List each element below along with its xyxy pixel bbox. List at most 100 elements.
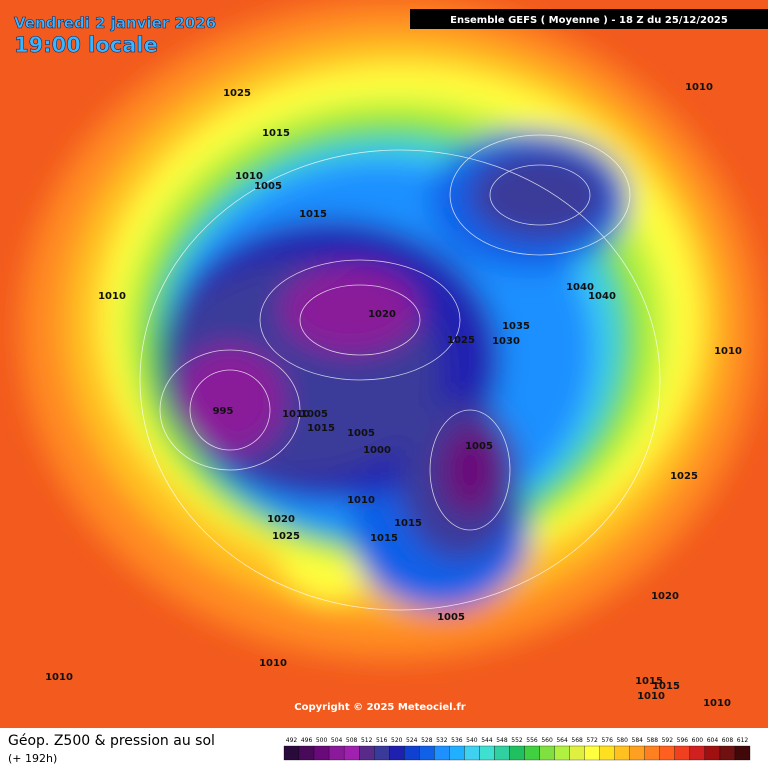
scale-swatch xyxy=(644,745,660,761)
scale-swatch xyxy=(629,745,645,761)
isobar-label: 1040 xyxy=(566,282,594,293)
scale-label: 504 xyxy=(331,737,343,744)
scale-label: 608 xyxy=(722,737,734,744)
scale-label: 536 xyxy=(451,737,463,744)
scale-swatch xyxy=(524,745,540,761)
scale-swatch xyxy=(554,745,570,761)
scale-label: 600 xyxy=(692,737,704,744)
scale-label: 592 xyxy=(662,737,674,744)
scale-swatch xyxy=(449,745,465,761)
color-scale: 492 496 500 504 508 512 516 520 524 528 532 536 540 5… xyxy=(283,737,751,761)
scale-label: 540 xyxy=(466,737,478,744)
isobar-label: 1030 xyxy=(492,336,520,347)
scale-swatch xyxy=(674,745,691,761)
isobar-label: 1025 xyxy=(272,531,300,542)
scale-label: 520 xyxy=(391,737,403,744)
isobar-label: 1010 xyxy=(685,82,713,93)
scale-swatch xyxy=(389,745,405,761)
scale-swatch xyxy=(599,745,615,761)
isobar-label: 1015 xyxy=(394,518,422,529)
isobar-label: 1010 xyxy=(282,409,310,420)
scale-label: 552 xyxy=(511,737,523,744)
scale-label: 556 xyxy=(526,737,538,744)
scale-label: 580 xyxy=(616,737,628,744)
isobar-label: 1010 xyxy=(637,691,665,702)
isobar-label: 1005 xyxy=(300,409,328,420)
scale-swatch xyxy=(689,745,706,761)
isobar-label: 1020 xyxy=(651,591,679,602)
date: Vendredi 2 janvier 2026 xyxy=(14,14,216,32)
model-header-box xyxy=(410,9,768,29)
scale-label: 564 xyxy=(556,737,568,744)
isobar-label: 1015 xyxy=(370,533,398,544)
isobar-label: 1025 xyxy=(447,335,475,346)
footer-title: Géop. Z500 & pression au sol xyxy=(8,733,215,749)
scale-label: 524 xyxy=(406,737,418,744)
scale-swatch xyxy=(419,745,435,761)
isobar-label: 1010 xyxy=(703,698,731,709)
scale-swatch xyxy=(374,745,390,761)
isobar-label: 1015 xyxy=(652,681,680,692)
scale-label: 612 xyxy=(737,737,749,744)
scale-swatch xyxy=(298,745,315,761)
scale-label: 596 xyxy=(677,737,689,744)
scale-swatch xyxy=(704,745,721,761)
isobar-label: 1005 xyxy=(437,612,465,623)
scale-swatch xyxy=(359,745,375,761)
scale-swatch xyxy=(313,745,330,761)
scale-swatch xyxy=(479,745,495,761)
isobar-label: 1015 xyxy=(299,209,327,220)
scale-label: 576 xyxy=(601,737,613,744)
scale-label: 492 xyxy=(286,737,298,744)
isobar-label: 1010 xyxy=(347,495,375,506)
isobar-label: 1010 xyxy=(235,171,263,182)
scale-label: 548 xyxy=(496,737,508,744)
isobar-label: 1035 xyxy=(502,321,530,332)
isobar-label: 1025 xyxy=(670,471,698,482)
scale-label: 508 xyxy=(346,737,358,744)
isobar-label: 1000 xyxy=(363,445,391,456)
isobar-label: 1015 xyxy=(307,423,335,434)
scale-label: 516 xyxy=(376,737,388,744)
isobar-label: 1005 xyxy=(254,181,282,192)
isobar-label: 1040 xyxy=(588,291,616,302)
isobar-label: 1015 xyxy=(262,128,290,139)
isobar-label: 1020 xyxy=(368,309,396,320)
isobar-label: 1010 xyxy=(98,291,126,302)
copyright: Copyright © 2025 Meteociel.fr xyxy=(294,702,465,713)
scale-swatch xyxy=(659,745,675,761)
scale-label: 500 xyxy=(316,737,328,744)
scale-label: 512 xyxy=(361,737,373,744)
isobar-label: 1010 xyxy=(45,672,73,683)
scale-label: 544 xyxy=(481,737,493,744)
scale-swatch xyxy=(404,745,420,761)
scale-swatch xyxy=(494,745,510,761)
scale-swatch xyxy=(328,745,345,761)
scale-swatch xyxy=(509,745,525,761)
scale-swatch xyxy=(614,745,630,761)
scale-swatch xyxy=(283,745,300,761)
isobar-label: 1015 xyxy=(635,676,663,687)
scale-label: 588 xyxy=(647,737,659,744)
scale-label: 568 xyxy=(571,737,583,744)
scale-swatch xyxy=(719,745,736,761)
scale-swatch xyxy=(569,745,585,761)
isobar-label: 1020 xyxy=(267,514,295,525)
footer-lead: (+ 192h) xyxy=(8,752,57,765)
scale-swatch xyxy=(464,745,480,761)
scale-swatch xyxy=(584,745,600,761)
scale-label: 532 xyxy=(436,737,448,744)
time: 19:00 locale xyxy=(14,33,158,57)
geopotential-field xyxy=(0,0,768,728)
scale-swatch xyxy=(539,745,555,761)
isobar-label: 1005 xyxy=(347,428,375,439)
scale-label: 496 xyxy=(301,737,313,744)
scale-label: 584 xyxy=(632,737,644,744)
isobar-label: 1010 xyxy=(714,346,742,357)
isobar-label: 1010 xyxy=(259,658,287,669)
scale-swatch xyxy=(434,745,450,761)
scale-label: 528 xyxy=(421,737,433,744)
scale-swatch xyxy=(343,745,360,761)
